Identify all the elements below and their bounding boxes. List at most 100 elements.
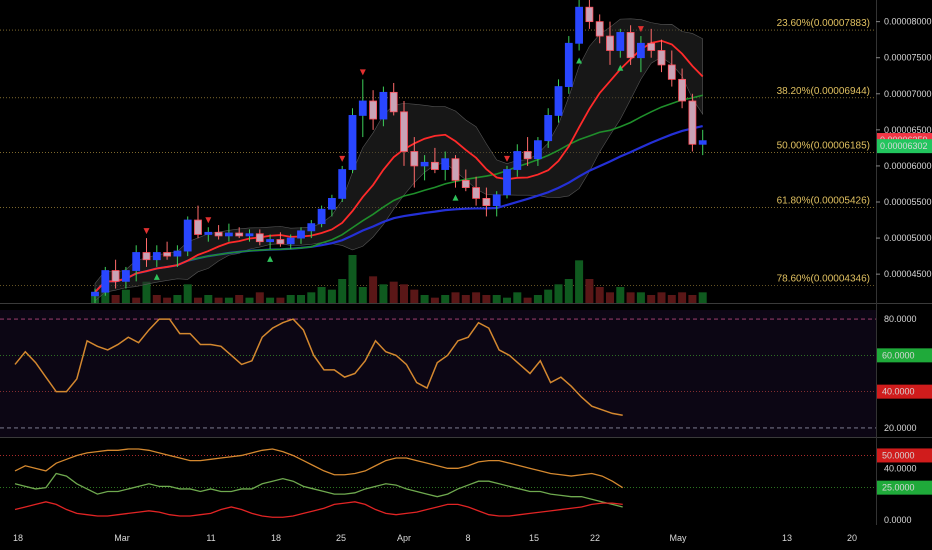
volume-bar: [194, 297, 202, 303]
time-tick-label: 22: [590, 533, 600, 543]
candle-body: [472, 187, 481, 199]
rsi-60-label: 60.0000: [882, 350, 915, 360]
candle-body: [688, 100, 697, 145]
time-tick-label: 15: [529, 533, 539, 543]
candle-body: [667, 64, 676, 80]
time-tick-label: 13: [782, 533, 792, 543]
candle-body: [132, 252, 141, 271]
candle-body: [122, 270, 130, 282]
volume-bar: [111, 295, 120, 303]
volume-bar: [430, 297, 439, 303]
fib-level-label: 50.00%(0.00006185): [777, 141, 870, 152]
plus-di-line: [14, 472, 623, 508]
candle-body: [389, 91, 398, 113]
volume-bar: [338, 279, 347, 303]
volume-bar: [647, 295, 656, 303]
volume-bar: [369, 276, 378, 303]
volume-bar: [204, 295, 213, 303]
volume-bar: [379, 284, 388, 303]
time-tick-label: 11: [206, 533, 215, 543]
volume-bar: [595, 287, 604, 303]
rsi-40-label: 40.0000: [882, 387, 915, 397]
price-tick-label: 0.00004500: [884, 269, 932, 279]
ma-fast-line: [94, 39, 704, 293]
volume-bar: [420, 295, 429, 303]
time-tick-label: 8: [465, 533, 470, 543]
secondary-price-badge: [877, 139, 932, 154]
price-tick-label: 0.00006000: [884, 161, 932, 171]
price-tick-label: 0.00007000: [884, 89, 932, 99]
volume-bar: [245, 297, 254, 303]
bearish-signal-marker: [359, 69, 366, 76]
adx-tick-label: 40.0000: [884, 463, 917, 473]
fib-level-label: 78.60%(0.00004346): [777, 273, 870, 284]
candle-body: [698, 140, 707, 145]
volume-bar: [626, 292, 635, 303]
candle-body: [369, 100, 378, 120]
adx-tick-label: 0.0000: [884, 515, 912, 525]
volume-bar: [657, 292, 666, 303]
candle-body: [255, 233, 264, 243]
candle-body: [492, 194, 501, 207]
volume-bar: [235, 295, 244, 303]
volume-bar: [317, 287, 326, 303]
price-pane: 23.60%(0.00007883) 38.20%(0.00006944) 50.0…: [0, 0, 876, 303]
candle-body: [276, 239, 285, 245]
candle-body: [400, 111, 408, 152]
candle-body: [338, 169, 347, 199]
candle-body: [482, 197, 491, 207]
volume-bar: [688, 295, 697, 303]
bullish-signal-marker: [617, 64, 624, 71]
volume-bar: [214, 297, 223, 303]
candle-body: [348, 115, 357, 170]
candle-body: [564, 42, 573, 87]
volume-bar: [678, 292, 687, 303]
rsi-line: [14, 318, 623, 416]
candle-body: [317, 208, 326, 225]
volume-bar: [152, 295, 161, 303]
candle-body: [637, 42, 645, 59]
fib-level-label: 23.60%(0.00007883): [777, 18, 870, 29]
rsi-pane: [0, 310, 876, 437]
time-tick-label: 18: [13, 533, 23, 543]
volume-bar: [348, 255, 357, 303]
volume-bar: [266, 297, 275, 303]
volume-bar: [482, 295, 491, 303]
volume-bar: [297, 295, 305, 303]
candle-body: [647, 42, 656, 51]
volume-bar: [472, 292, 481, 303]
candle-body: [163, 252, 172, 257]
candle-body: [142, 252, 151, 261]
rsi-tick-label: 20.0000: [884, 423, 917, 433]
adx-25-badge: [877, 480, 932, 495]
candle-body: [626, 32, 635, 59]
bearish-signal-marker: [504, 155, 510, 162]
volume-bar: [616, 287, 625, 303]
adx-50-badge: [877, 448, 932, 463]
volume-bar: [389, 281, 398, 303]
candle-body: [358, 100, 367, 116]
bullish-signal-marker: [267, 255, 274, 262]
candle-body: [235, 232, 244, 237]
candle-body: [101, 270, 110, 293]
volume-bar: [503, 297, 511, 303]
volume-bar: [142, 281, 151, 303]
time-tick-label: 18: [271, 533, 281, 543]
volume-bar: [533, 295, 542, 303]
volume-bar: [564, 279, 573, 303]
volume-bar: [441, 295, 450, 303]
volume-bar: [183, 284, 192, 303]
volume-bar: [575, 260, 584, 303]
fib-level-label: 38.20%(0.00006944): [777, 86, 870, 97]
candle-body: [544, 115, 553, 142]
rsi-background: [0, 310, 876, 437]
candle-body: [585, 6, 594, 23]
adx-50-label: 50.0000: [882, 450, 915, 460]
volume-bar: [585, 279, 594, 303]
price-axis-border: [876, 0, 877, 525]
bearish-signal-marker: [143, 228, 150, 235]
volume-bar: [121, 289, 130, 303]
candle-body: [173, 250, 182, 257]
candle-body: [410, 151, 419, 167]
